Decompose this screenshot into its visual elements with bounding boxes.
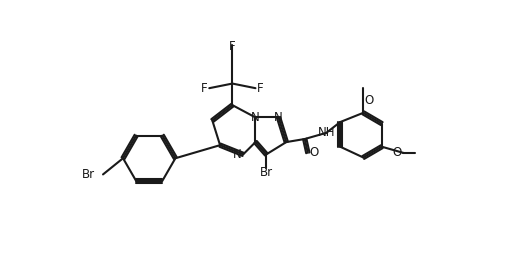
Text: Br: Br bbox=[259, 166, 272, 179]
Text: N: N bbox=[250, 111, 260, 124]
Text: O: O bbox=[309, 146, 318, 159]
Text: Br: Br bbox=[82, 168, 95, 181]
Text: N: N bbox=[274, 111, 282, 124]
Text: F: F bbox=[229, 40, 235, 53]
Text: O: O bbox=[392, 146, 401, 159]
Text: O: O bbox=[364, 94, 373, 107]
Text: NH: NH bbox=[317, 126, 334, 139]
Text: N: N bbox=[232, 148, 241, 161]
Text: F: F bbox=[257, 82, 263, 95]
Text: F: F bbox=[200, 82, 208, 95]
